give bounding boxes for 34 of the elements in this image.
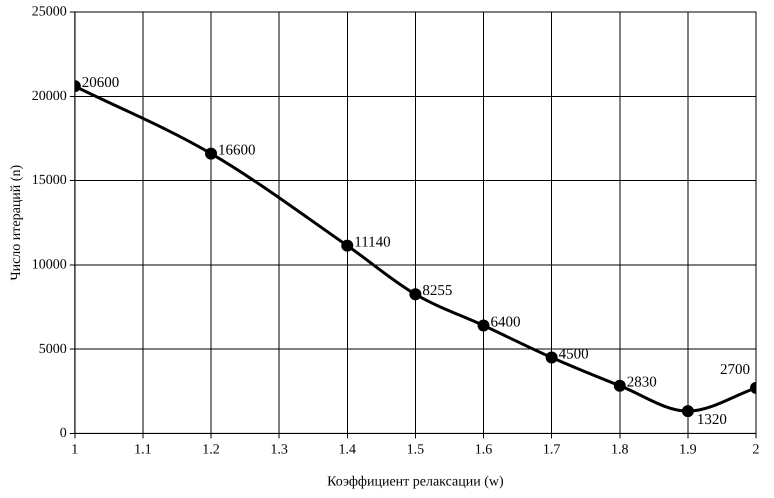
x-tick-label: 1.1 xyxy=(134,442,152,458)
x-tick-label: 1.4 xyxy=(338,442,356,458)
point xyxy=(205,148,218,160)
y-tick-label: 5000 xyxy=(38,342,67,357)
y-tick-label: 10000 xyxy=(32,258,67,273)
point xyxy=(478,320,490,332)
y-tick-label: 15000 xyxy=(32,173,67,188)
x-tick-label: 1.6 xyxy=(474,442,492,458)
data-label: 11140 xyxy=(354,234,391,251)
point xyxy=(614,380,626,392)
y-tick-label: 0 xyxy=(60,426,67,442)
data-label: 16600 xyxy=(218,142,256,159)
x-axis-title: Коэффициент релаксации (w) xyxy=(327,474,504,490)
x-tick-label: 1.3 xyxy=(270,442,288,458)
y-tick-label: 20000 xyxy=(32,88,67,104)
x-tick-label: 1.5 xyxy=(406,442,424,458)
data-label: 20600 xyxy=(82,75,120,92)
data-label: 2830 xyxy=(626,374,657,391)
point xyxy=(682,405,694,418)
data-label: 1320 xyxy=(696,412,727,428)
data-label: 2700 xyxy=(720,362,750,378)
x-tick-label: 1.8 xyxy=(611,442,629,458)
point xyxy=(341,240,354,252)
point xyxy=(409,288,422,300)
y-axis-title: Число итераций (n) xyxy=(9,164,24,281)
x-tick-label: 1 xyxy=(71,442,78,458)
x-tick-label: 2 xyxy=(752,442,760,458)
y-tick-label: 25000 xyxy=(32,4,67,20)
data-label: 8255 xyxy=(422,283,452,300)
x-tick-label: 1.7 xyxy=(542,442,560,458)
x-tick-label: 1.2 xyxy=(202,442,220,458)
data-label: 6400 xyxy=(490,314,521,330)
point xyxy=(546,352,558,364)
x-tick-label: 1.9 xyxy=(679,442,697,458)
